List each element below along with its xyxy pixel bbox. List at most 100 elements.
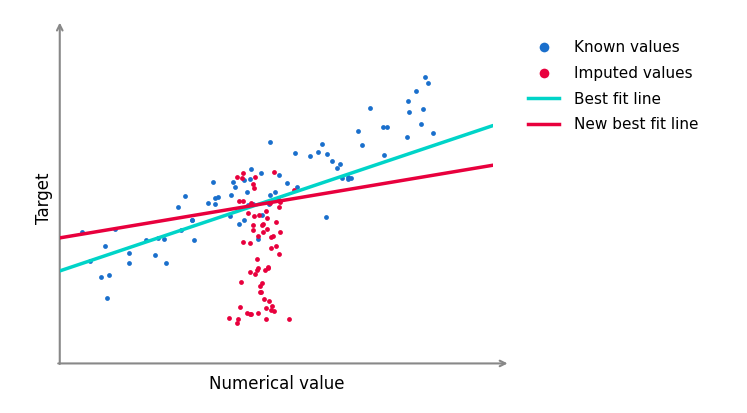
Point (345, 175, 357, 182)
Point (415, 121, 427, 128)
Point (261, 207, 273, 214)
Point (410, 87, 422, 94)
Point (303, 152, 315, 159)
Point (233, 220, 245, 227)
Point (242, 202, 254, 209)
Point (320, 214, 332, 221)
Point (175, 227, 187, 233)
Point (102, 294, 114, 301)
Point (419, 74, 431, 80)
Point (252, 236, 264, 242)
Point (265, 244, 277, 251)
Point (261, 215, 273, 221)
Point (244, 311, 256, 318)
Point (84, 257, 96, 264)
Point (76, 229, 88, 236)
Point (247, 226, 259, 233)
Point (103, 271, 115, 278)
Point (273, 204, 285, 210)
Point (187, 216, 199, 223)
Point (227, 178, 239, 185)
Point (245, 166, 257, 173)
Point (423, 80, 435, 87)
Point (238, 170, 249, 177)
Point (140, 237, 152, 244)
Point (274, 228, 286, 235)
Point (403, 108, 415, 115)
Point (229, 184, 241, 190)
Point (269, 188, 281, 195)
Point (352, 128, 364, 134)
Point (152, 235, 164, 241)
Point (238, 216, 250, 223)
Point (238, 238, 249, 245)
Point (207, 178, 219, 185)
Point (365, 104, 376, 111)
Point (261, 225, 273, 232)
Point (149, 252, 161, 258)
Point (99, 243, 111, 250)
Point (264, 138, 276, 145)
Y-axis label: Target: Target (35, 173, 53, 224)
Point (242, 209, 254, 216)
Point (263, 298, 275, 304)
Point (188, 237, 200, 243)
Point (259, 267, 271, 273)
Point (288, 149, 300, 156)
Point (251, 256, 263, 263)
Point (252, 310, 264, 317)
Legend: Known values, Imputed values, Best fit line, New best fit line: Known values, Imputed values, Best fit l… (522, 34, 705, 138)
Point (273, 171, 285, 178)
Point (241, 188, 252, 195)
Point (265, 306, 277, 313)
Point (261, 316, 273, 323)
X-axis label: Numerical value: Numerical value (208, 375, 344, 392)
Point (244, 176, 255, 183)
Point (234, 198, 246, 205)
Point (291, 184, 303, 190)
Point (427, 129, 439, 136)
Point (260, 305, 272, 311)
Point (264, 192, 276, 198)
Point (268, 169, 280, 176)
Point (95, 273, 107, 280)
Point (179, 193, 191, 199)
Point (223, 315, 235, 321)
Point (224, 213, 236, 220)
Point (123, 259, 134, 266)
Point (251, 267, 263, 274)
Point (326, 157, 338, 164)
Point (417, 105, 429, 112)
Point (252, 264, 264, 271)
Point (380, 124, 392, 131)
Point (256, 229, 268, 235)
Point (252, 233, 264, 239)
Point (231, 173, 243, 180)
Point (331, 165, 343, 171)
Point (249, 271, 261, 278)
Point (265, 233, 277, 240)
Point (248, 185, 260, 192)
Point (311, 149, 323, 156)
Point (249, 173, 261, 180)
Point (268, 308, 280, 315)
Point (335, 174, 347, 181)
Point (158, 235, 170, 242)
Point (235, 278, 247, 285)
Point (288, 187, 300, 194)
Point (316, 140, 328, 147)
Point (234, 304, 246, 310)
Point (401, 133, 413, 140)
Point (225, 191, 237, 198)
Point (247, 201, 259, 208)
Point (253, 212, 265, 218)
Point (378, 152, 390, 158)
Point (255, 282, 267, 289)
Point (274, 199, 286, 206)
Point (232, 320, 244, 327)
Point (257, 220, 269, 227)
Point (264, 201, 276, 207)
Point (237, 197, 249, 204)
Point (254, 289, 266, 296)
Point (403, 97, 415, 104)
